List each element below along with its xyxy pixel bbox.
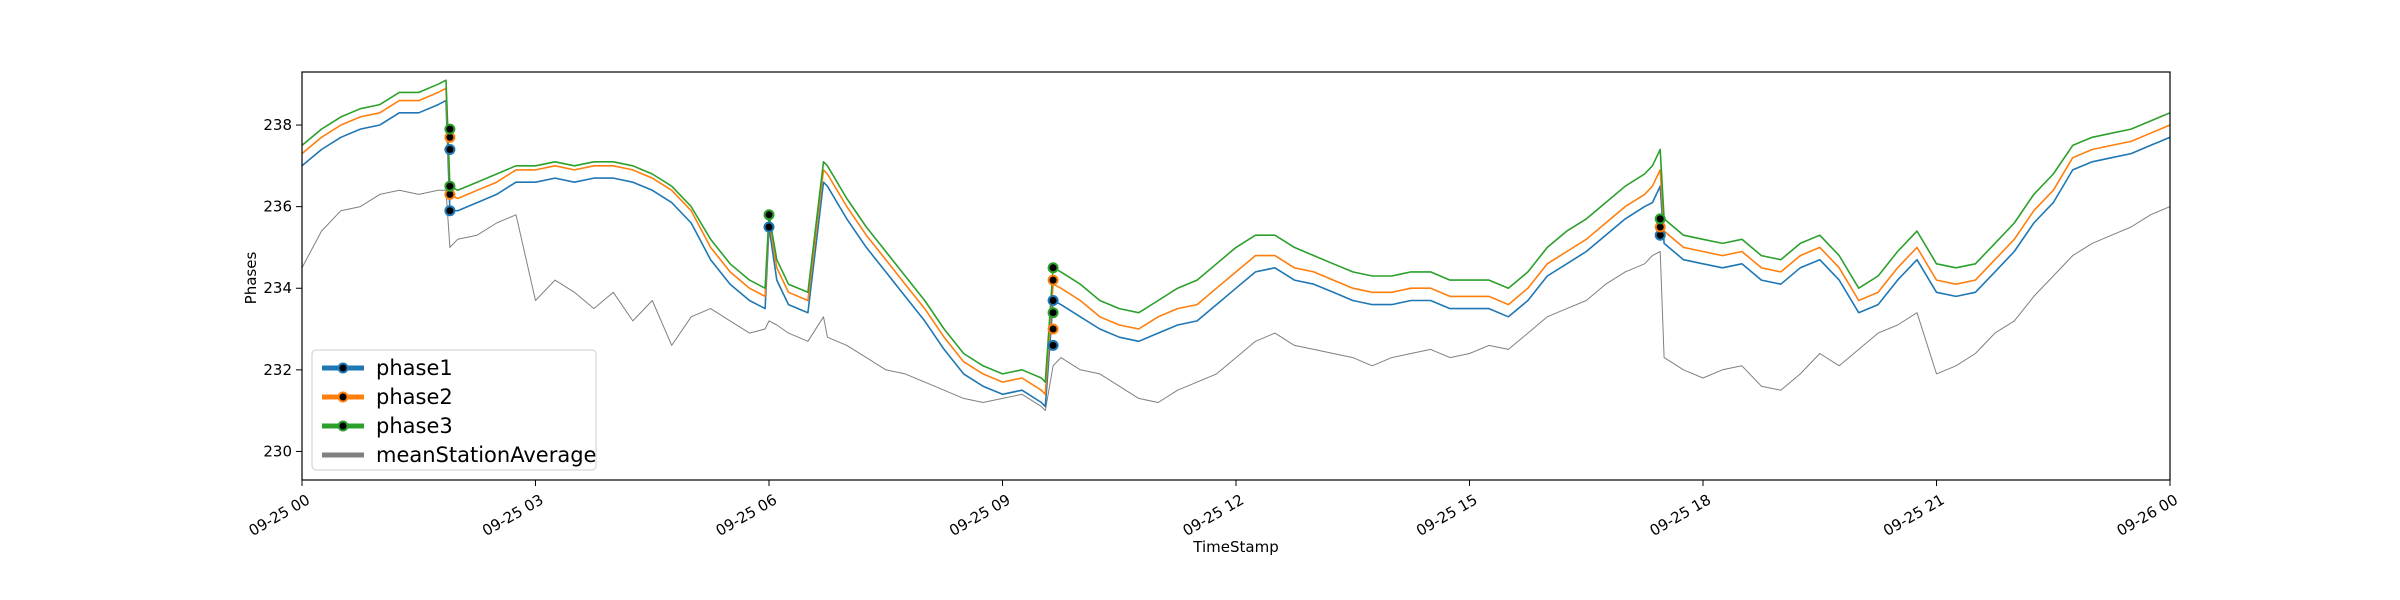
legend-label-phase2: phase2 — [376, 385, 453, 409]
y-tick-label: 232 — [263, 361, 292, 379]
y-tick-label: 230 — [263, 442, 292, 460]
x-tick-label: 09-25 21 — [1880, 491, 1947, 540]
event-marker-phase3 — [444, 123, 456, 135]
event-marker-phase3 — [1047, 262, 1059, 274]
event-marker-phase1 — [444, 205, 456, 217]
series-line-phase3 — [301, 79, 2171, 383]
y-tick-label: 234 — [263, 279, 292, 297]
y-axis: 230 232 234 236 238 — [263, 116, 302, 460]
series-group — [301, 79, 2171, 412]
legend: phase1 phase2 phase3 meanStationAverage — [311, 349, 597, 471]
y-tick-label: 236 — [263, 198, 292, 216]
x-axis-label: TimeStamp — [1192, 538, 1278, 556]
x-tick-label: 09-25 12 — [1180, 491, 1247, 540]
event-marker-phase1 — [1047, 295, 1059, 306]
event-marker-phase1 — [763, 221, 775, 233]
plot-background — [302, 72, 2170, 480]
event-marker-phase3 — [444, 180, 456, 192]
x-axis: 09-25 00 09-25 03 09-25 06 09-25 09 09-25 12… — [246, 480, 2181, 540]
series-line-meanStationAverage — [301, 189, 2171, 412]
legend-marker-phase1 — [337, 362, 349, 374]
legend-label-meanStationAverage: meanStationAverage — [376, 443, 596, 467]
x-tick-label: 09-25 06 — [713, 491, 780, 540]
x-tick-label: 09-26 00 — [2114, 491, 2181, 540]
legend-marker-phase2 — [337, 391, 349, 403]
event-marker-phase2 — [1047, 274, 1059, 286]
series-line-phase2 — [301, 87, 2171, 396]
event-marker-phase1 — [1047, 339, 1059, 351]
event-marker-phase2 — [1047, 323, 1059, 335]
legend-label-phase3: phase3 — [376, 414, 453, 438]
series-line-phase1 — [301, 99, 2171, 408]
y-axis-label: Phases — [242, 252, 260, 305]
x-tick-label: 09-25 15 — [1413, 491, 1480, 540]
legend-marker-phase3 — [337, 420, 349, 432]
legend-label-phase1: phase1 — [376, 356, 453, 380]
x-tick-label: 09-25 18 — [1647, 491, 1714, 540]
event-marker-phase3 — [1654, 213, 1666, 225]
x-tick-label: 09-25 09 — [946, 491, 1013, 540]
y-tick-label: 238 — [263, 116, 292, 134]
event-marker-phase3 — [1047, 307, 1059, 319]
event-marker-phase3 — [763, 209, 775, 221]
x-tick-label: 09-25 00 — [246, 491, 313, 540]
legend-box — [311, 349, 597, 471]
x-tick-label: 09-25 03 — [479, 491, 546, 540]
event-marker-phase1 — [444, 144, 456, 155]
marker-group — [444, 123, 1666, 351]
